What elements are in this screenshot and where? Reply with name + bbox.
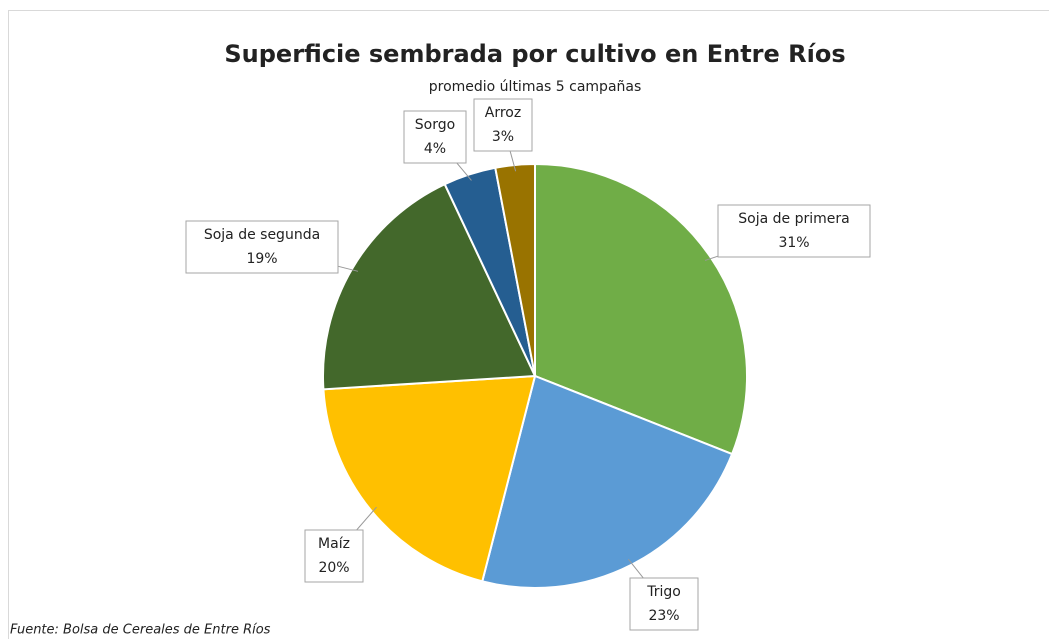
data-label-name: Arroz — [485, 105, 521, 121]
data-label-value: 4% — [424, 141, 446, 157]
data-label-value: 31% — [778, 235, 809, 251]
pie-slice — [494, 162, 536, 377]
pie-slice — [322, 182, 537, 391]
data-label-value: 3% — [492, 129, 514, 145]
pie-slice — [481, 374, 734, 589]
label-box — [629, 577, 699, 631]
data-label-name: Trigo — [646, 584, 681, 600]
data-label-name: Maíz — [318, 536, 350, 552]
data-label-name: Soja de primera — [738, 211, 849, 227]
chart-subtitle: promedio últimas 5 campañas — [429, 79, 642, 95]
data-label-value: 19% — [246, 251, 277, 267]
label-box — [473, 98, 533, 152]
label-box — [304, 529, 364, 583]
pie-slice — [534, 162, 748, 456]
data-label-value: 23% — [648, 608, 679, 624]
data-label-name: Sorgo — [415, 117, 455, 133]
pie-slice — [322, 374, 537, 583]
data-label-name: Soja de segunda — [204, 227, 320, 243]
chart-title: Superficie sembrada por cultivo en Entre… — [224, 40, 845, 68]
data-label-value: 20% — [318, 560, 349, 576]
source-note: Fuente: Bolsa de Cereales de Entre Ríos — [10, 623, 271, 638]
label-box — [403, 110, 467, 164]
label-box — [185, 220, 339, 274]
label-box — [717, 204, 871, 258]
